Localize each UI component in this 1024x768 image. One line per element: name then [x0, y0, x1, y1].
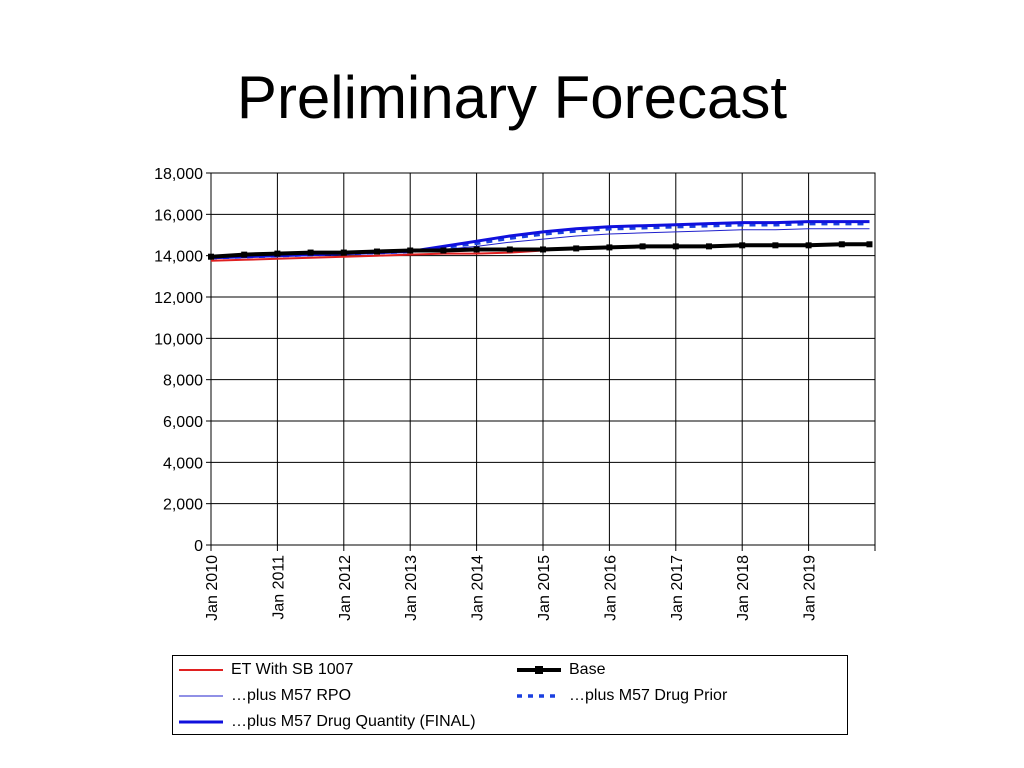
legend-swatch	[179, 720, 223, 724]
series-marker	[772, 242, 779, 249]
legend-swatch	[517, 666, 561, 674]
y-tick-label: 8,000	[163, 373, 203, 390]
y-tick-label: 16,000	[154, 207, 203, 224]
legend-label: …plus M57 Drug Quantity (FINAL)	[231, 713, 476, 730]
y-tick-label: 14,000	[154, 249, 203, 266]
series-marker	[407, 247, 414, 254]
legend-item: ET With SB 1007	[179, 659, 353, 681]
series-marker	[540, 246, 546, 253]
x-tick-label: Jan 2011	[270, 555, 287, 620]
series-marker	[573, 245, 580, 252]
legend-label: …plus M57 RPO	[231, 687, 352, 704]
y-tick-label: 18,000	[154, 166, 203, 183]
series-marker	[866, 241, 873, 248]
legend-label: Base	[569, 661, 606, 678]
legend-label: ET With SB 1007	[231, 661, 354, 678]
series-marker	[307, 249, 314, 256]
series-lines	[208, 220, 873, 262]
series-marker	[838, 241, 845, 248]
y-tick-label: 4,000	[163, 455, 203, 472]
series-marker	[672, 243, 679, 250]
x-tick-label: Jan 2016	[602, 555, 619, 621]
chart-legend: ET With SB 1007 Base …plus M57 RPO …plus M5…	[172, 655, 848, 735]
y-tick-labels: 0 2,000 4,000 6,000 8,000 10,000 12,000 14,000 1…	[154, 166, 203, 555]
series-marker	[639, 243, 646, 250]
series-marker	[473, 246, 480, 253]
x-tick-label: Jan 2014	[470, 555, 487, 621]
line-chart: 0 2,000 4,000 6,000 8,000 10,000 12,000 14,000 1…	[154, 166, 876, 621]
x-tick-label: Jan 2017	[669, 555, 686, 621]
x-tick-label: Jan 2012	[337, 555, 354, 621]
x-tick-label: Jan 2010	[204, 555, 221, 621]
y-tick-label: 10,000	[154, 331, 203, 348]
series-marker	[805, 242, 812, 249]
axes	[206, 172, 876, 551]
legend-swatch	[179, 669, 223, 671]
legend-label: …plus M57 Drug Prior	[569, 687, 728, 704]
x-tick-labels: Jan 2010 Jan 2011 Jan 2012 Jan 2013 Jan 2014…	[204, 555, 819, 621]
series-marker	[340, 249, 347, 256]
series-marker	[274, 250, 281, 257]
series-marker	[739, 242, 746, 249]
series-marker	[241, 251, 248, 258]
series-line-0	[210, 247, 577, 262]
series-marker	[706, 243, 712, 250]
legend-item: …plus M57 Drug Quantity (FINAL)	[179, 711, 476, 733]
x-tick-label: Jan 2015	[536, 555, 553, 621]
y-tick-label: 0	[194, 538, 203, 555]
legend-item: Base	[517, 659, 605, 681]
legend-swatch	[179, 695, 223, 697]
x-tick-label: Jan 2018	[735, 555, 752, 621]
y-tick-label: 12,000	[154, 290, 203, 307]
gridlines	[211, 172, 875, 546]
series-marker	[606, 244, 613, 251]
legend-item: …plus M57 RPO	[179, 685, 351, 707]
series-marker	[440, 247, 447, 254]
x-tick-label: Jan 2013	[403, 555, 420, 621]
legend-swatch	[517, 694, 561, 698]
x-tick-label: Jan 2019	[802, 555, 819, 621]
series-marker	[374, 248, 380, 255]
slide-title: Preliminary Forecast	[236, 64, 788, 131]
y-tick-label: 6,000	[163, 414, 203, 431]
legend-item: …plus M57 Drug Prior	[517, 685, 727, 707]
series-marker	[208, 253, 214, 260]
y-tick-label: 2,000	[163, 497, 203, 514]
series-marker	[506, 246, 513, 253]
